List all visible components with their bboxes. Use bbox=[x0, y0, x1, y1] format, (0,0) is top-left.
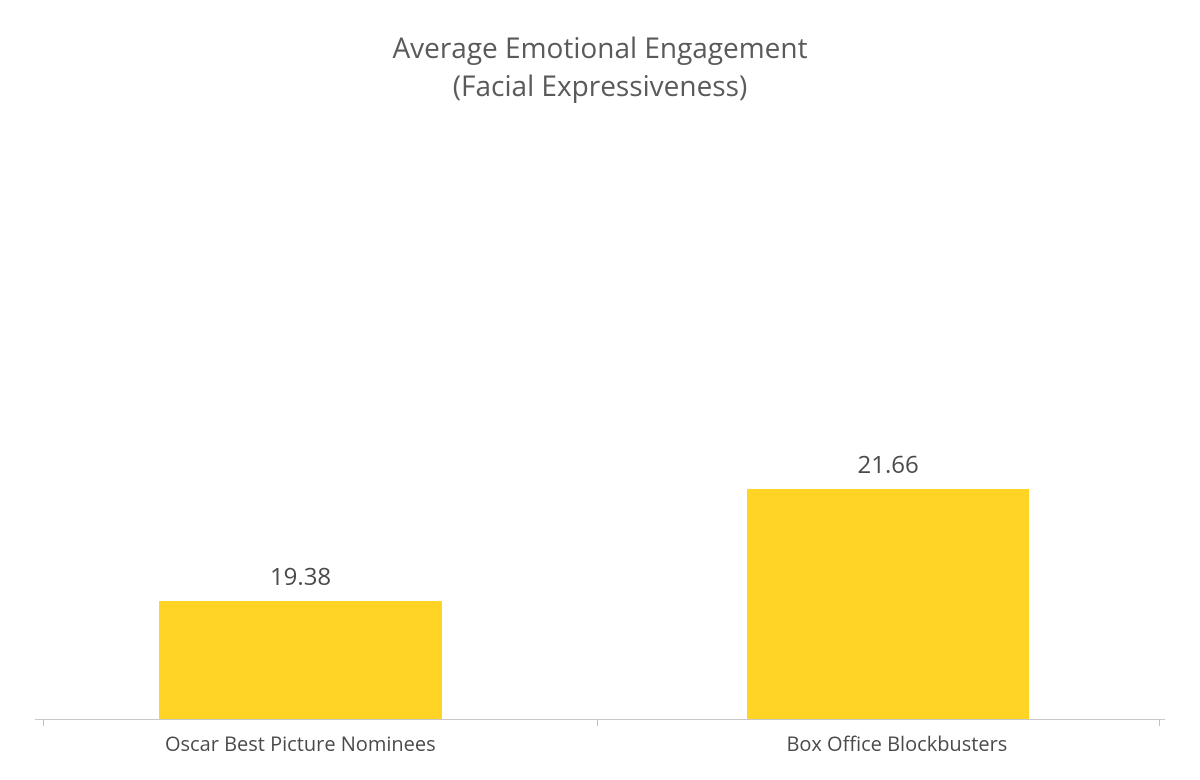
bar-value-1: 21.66 bbox=[858, 448, 919, 481]
x-tick-0 bbox=[43, 720, 44, 726]
chart-title-line1: Average Emotional Engagement bbox=[392, 29, 807, 67]
bar-value-0: 19.38 bbox=[270, 560, 331, 593]
plot-area: 19.38 21.66 Oscar Best Picture Nominees … bbox=[35, 126, 1165, 760]
bar-1 bbox=[747, 489, 1030, 719]
x-tick-2 bbox=[1159, 720, 1160, 726]
x-label-1: Box Office Blockbusters bbox=[786, 730, 1007, 757]
x-label-0: Oscar Best Picture Nominees bbox=[165, 730, 436, 757]
chart-title: Average Emotional Engagement (Facial Exp… bbox=[20, 30, 1180, 106]
chart-container: Average Emotional Engagement (Facial Exp… bbox=[0, 0, 1200, 780]
bars-region: 19.38 21.66 bbox=[35, 126, 1165, 720]
x-axis: Oscar Best Picture Nominees Box Office B… bbox=[35, 720, 1165, 760]
bar-0 bbox=[159, 601, 442, 719]
x-tick-1 bbox=[597, 720, 598, 726]
bar-group-0: 19.38 bbox=[159, 126, 442, 719]
bar-group-1: 21.66 bbox=[747, 126, 1030, 719]
chart-title-line2: (Facial Expressiveness) bbox=[453, 67, 747, 105]
